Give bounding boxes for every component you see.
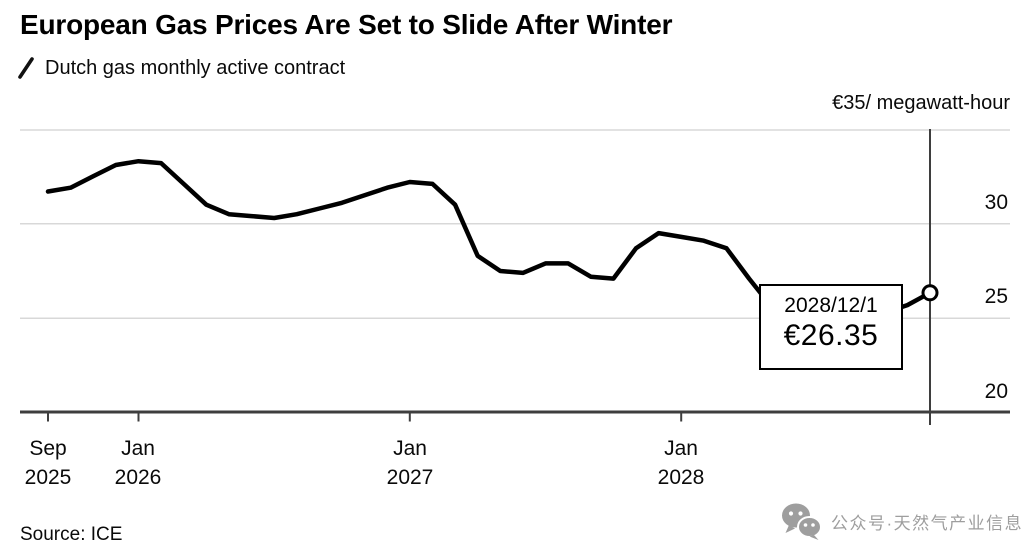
- x-tick-label: Jan 2026: [114, 437, 162, 489]
- legend-label: Dutch gas monthly active contract: [45, 56, 346, 79]
- y-tick-label: 25: [984, 285, 1008, 308]
- plot-canvas[interactable]: [20, 129, 1010, 429]
- x-tick-label: Sep 2025: [24, 437, 72, 489]
- line-series-icon: [18, 57, 34, 79]
- y-axis-unit-label: €35/ megawatt-hour: [832, 92, 1010, 114]
- data-label-price: €26.35: [783, 319, 879, 352]
- wechat-icon: [782, 503, 822, 540]
- source-note: Source: ICE: [20, 524, 123, 545]
- watermark-text: 公众号·天然气产业信息: [831, 513, 1024, 533]
- chart-area: [20, 129, 1010, 425]
- watermark: 公众号·天然气产业信息: [781, 502, 1023, 540]
- chart-title: European Gas Prices Are Set to Slide Aft…: [20, 9, 673, 40]
- y-tick-label: 30: [984, 191, 1008, 214]
- x-tick-label: Jan 2028: [657, 437, 705, 489]
- data-label-date: 2028/12/1: [784, 294, 878, 317]
- y-tick-label: 20: [984, 380, 1008, 403]
- data-label-box: 2028/12/1 €26.35: [759, 284, 903, 370]
- legend: Dutch gas monthly active contract: [17, 56, 345, 80]
- x-tick-label: Jan 2027: [386, 437, 434, 489]
